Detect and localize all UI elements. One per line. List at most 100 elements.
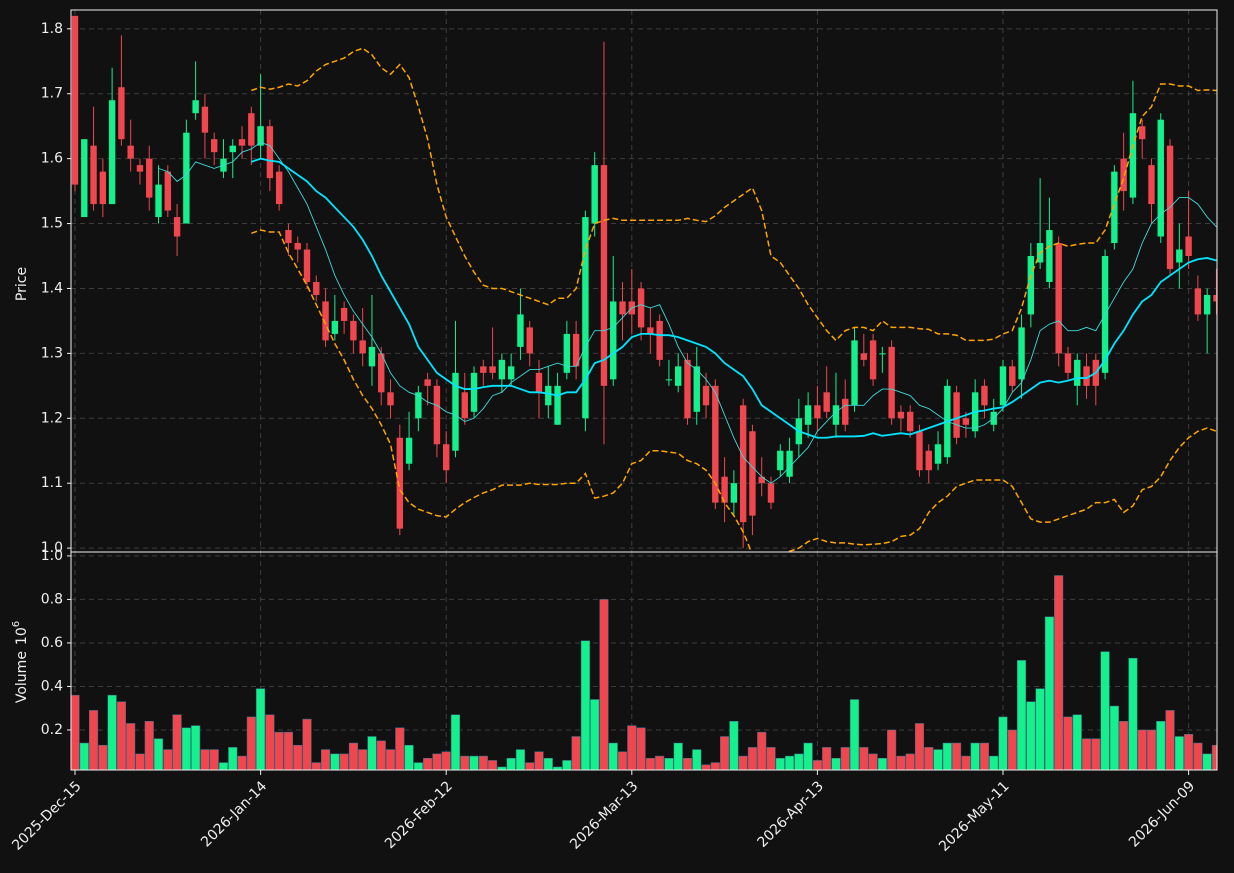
volume-bar xyxy=(1007,729,1017,770)
volume-bar xyxy=(887,729,897,770)
candle-body xyxy=(1074,359,1081,386)
volume-bar xyxy=(692,749,702,770)
volume-bar xyxy=(1044,616,1054,770)
candle-body xyxy=(962,418,970,425)
volume-bar xyxy=(107,694,117,770)
volume-bar xyxy=(1063,716,1073,770)
candle-body xyxy=(461,392,468,419)
volume-bar xyxy=(404,744,414,770)
candle-body xyxy=(136,165,144,172)
volume-offset-base: 10 xyxy=(14,627,30,645)
volume-bar xyxy=(1184,734,1194,770)
volume-bar xyxy=(998,716,1008,770)
y-tick-label: 1.0 xyxy=(41,548,63,564)
candle-body xyxy=(879,353,886,355)
candle-body xyxy=(146,158,153,198)
volume-bar xyxy=(849,699,860,770)
candle-body xyxy=(173,217,181,237)
volume-bar xyxy=(868,753,878,770)
volume-bar xyxy=(181,727,191,770)
volume-bar xyxy=(738,755,748,770)
candle-body xyxy=(804,405,812,425)
volume-bar xyxy=(1174,736,1184,770)
overlay-line xyxy=(251,157,1217,439)
candle-body xyxy=(155,184,162,218)
volume-axis-label: Volume 106 xyxy=(11,621,30,703)
volume-bar xyxy=(1017,660,1027,770)
volume-bar xyxy=(1035,688,1045,770)
candle-body xyxy=(415,392,422,419)
volume-bar xyxy=(627,725,637,770)
volume-bar xyxy=(664,758,674,770)
candle-body xyxy=(619,301,626,315)
volume-bar xyxy=(191,725,201,770)
volume-bar xyxy=(302,718,312,770)
volume-bar xyxy=(757,731,767,770)
candle-body xyxy=(90,145,97,205)
volume-bar xyxy=(153,738,164,770)
volume-bar xyxy=(506,758,516,770)
y-tick-label: 1.7 xyxy=(41,86,63,102)
candle-body xyxy=(303,249,311,282)
volume-bar xyxy=(450,714,461,770)
volume-bar xyxy=(469,755,479,770)
volume-bar xyxy=(979,742,989,770)
volume-bar xyxy=(701,764,711,770)
candle-body xyxy=(507,366,515,380)
candle-body xyxy=(600,165,608,386)
candle-body xyxy=(340,307,348,321)
candle-body xyxy=(1055,243,1062,354)
volume-bar xyxy=(673,742,683,770)
volume-bar xyxy=(590,699,600,770)
volume-bar xyxy=(256,688,266,770)
candle-body xyxy=(433,385,441,445)
candle-body xyxy=(480,366,487,373)
candle-body xyxy=(684,359,691,419)
candle-body xyxy=(1139,126,1146,140)
y-tick-label: 1.5 xyxy=(41,216,63,232)
volume-bar xyxy=(89,710,99,770)
candle-body xyxy=(869,340,877,380)
volume-bar xyxy=(896,755,906,770)
candle-body xyxy=(387,392,394,406)
candle-body xyxy=(443,444,450,471)
candle-body xyxy=(610,301,617,380)
volume-bar xyxy=(655,755,665,770)
y-tick-label: 1.3 xyxy=(41,345,63,361)
volume-bar xyxy=(766,747,776,770)
candle-body xyxy=(368,346,376,367)
y-tick-label: 1.8 xyxy=(41,21,63,37)
volume-bar xyxy=(682,758,693,770)
candle-body xyxy=(192,100,199,114)
candle-body xyxy=(814,405,821,419)
volume-bar xyxy=(803,742,813,770)
volume-bar xyxy=(914,723,925,770)
candle-body xyxy=(767,483,775,503)
candle-body xyxy=(127,145,134,159)
y-tick-label: 0.2 xyxy=(41,722,63,738)
candle-body xyxy=(294,243,301,250)
candle-body xyxy=(999,366,1007,406)
volume-bar xyxy=(831,758,841,770)
y-tick-label: 1.4 xyxy=(41,280,63,296)
volume-bar xyxy=(543,758,553,770)
candle-body xyxy=(572,333,580,367)
candle-body xyxy=(832,405,840,425)
candle-body xyxy=(693,366,700,412)
candle-body xyxy=(183,132,190,224)
overlay-line xyxy=(251,47,1217,342)
candle-body xyxy=(1194,288,1202,315)
volume-bar xyxy=(237,755,247,770)
volume-bar xyxy=(636,727,646,770)
volume-bar xyxy=(1072,714,1082,770)
volume-bar xyxy=(952,742,962,770)
candle-body xyxy=(424,379,431,386)
candle-body xyxy=(1018,327,1025,380)
candle-body xyxy=(266,126,274,179)
volume-bar xyxy=(1137,729,1147,770)
volume-bar xyxy=(200,749,210,770)
candle-body xyxy=(656,320,663,360)
candle-body xyxy=(1213,294,1217,302)
volume-bar xyxy=(321,749,331,770)
